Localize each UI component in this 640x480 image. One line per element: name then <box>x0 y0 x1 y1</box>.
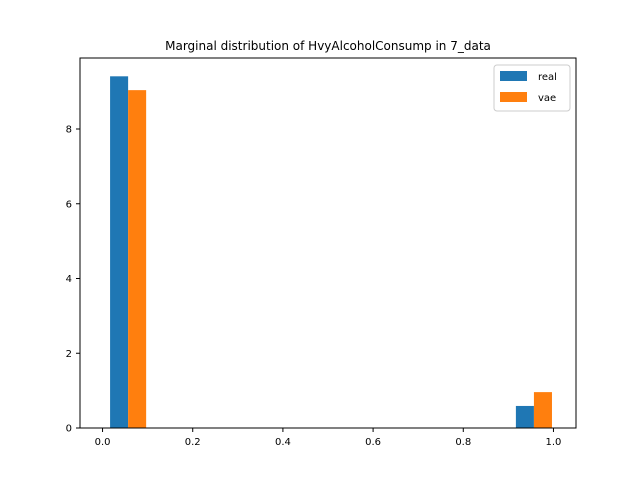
plot-area <box>80 58 576 428</box>
bar-real-1 <box>515 405 534 428</box>
y-tick-label: 0 <box>66 424 72 435</box>
bar-real-0 <box>110 76 129 428</box>
x-tick-label: 0.8 <box>455 437 471 448</box>
bar-vae-1 <box>533 392 552 428</box>
legend-label-real: real <box>538 72 557 83</box>
x-tick-label: 0.2 <box>185 437 201 448</box>
y-tick-label: 6 <box>66 199 72 210</box>
x-tick-label: 0.6 <box>365 437 381 448</box>
bar-vae-0 <box>128 90 147 428</box>
bars-group <box>110 76 552 428</box>
x-tick-label: 1.0 <box>546 437 562 448</box>
legend: real vae <box>493 64 571 112</box>
legend-swatch-vae <box>500 92 527 102</box>
x-tick-label: 0.0 <box>95 437 111 448</box>
plot-frame <box>79 57 577 429</box>
legend-swatch-real <box>500 71 527 81</box>
chart-title: Marginal distribution of HvyAlcoholConsu… <box>165 39 491 53</box>
y-tick-label: 8 <box>66 125 72 136</box>
y-tick-label: 2 <box>66 349 72 360</box>
x-axis-ticks: 0.0 0.2 0.4 0.6 0.8 1.0 <box>95 428 562 448</box>
legend-label-vae: vae <box>538 93 556 104</box>
y-axis-ticks: 0 2 4 6 8 <box>66 125 80 435</box>
x-tick-label: 0.4 <box>275 437 291 448</box>
y-tick-label: 4 <box>66 274 72 285</box>
